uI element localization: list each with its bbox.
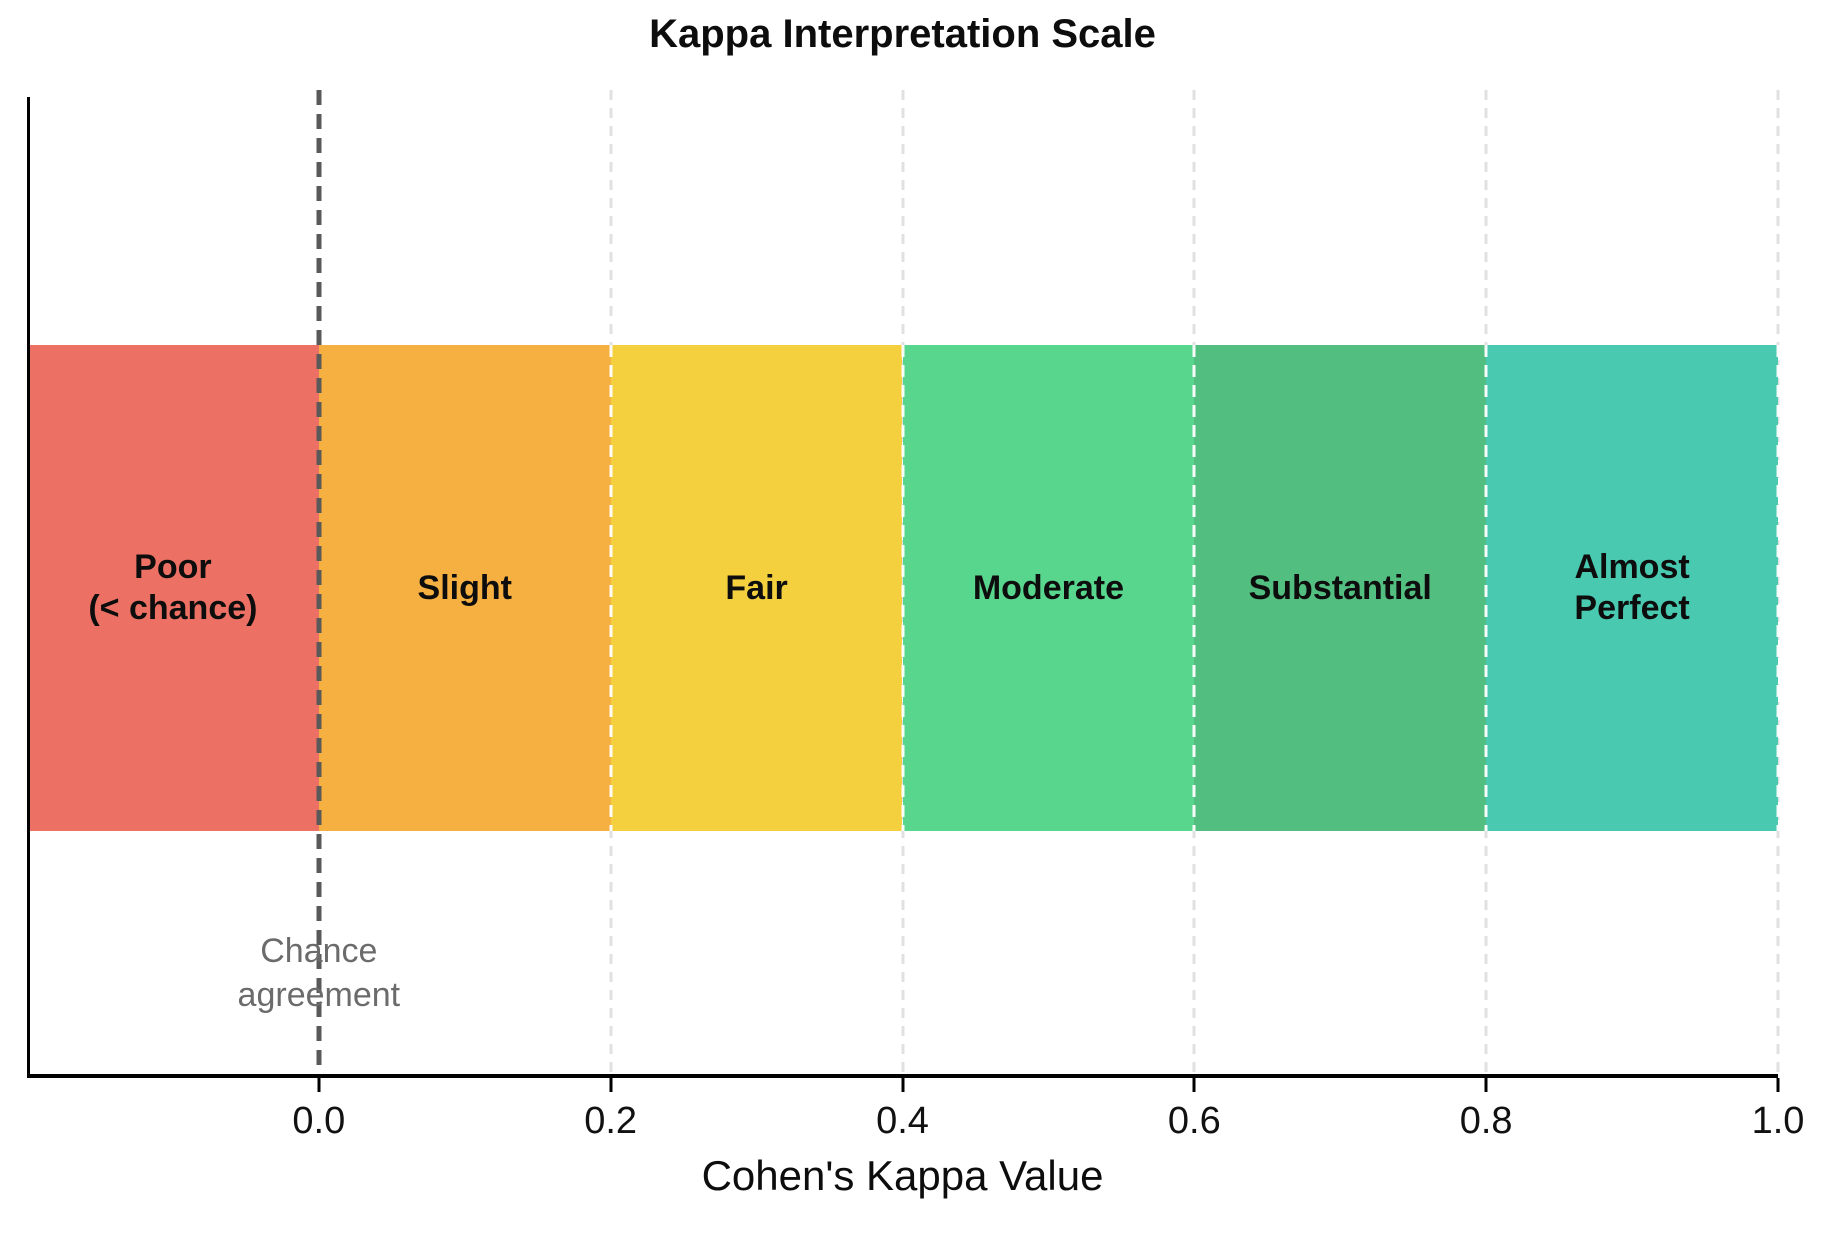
x-tick [1192,1078,1196,1092]
x-tick [1776,1078,1780,1092]
band-label: Almost Perfect [1574,548,1690,627]
x-tick [609,1078,613,1092]
x-tick-label: 0.0 [292,1100,346,1142]
x-tick [317,1078,321,1092]
band: Almost Perfect [1486,345,1778,831]
chance-line [316,90,322,1078]
band-separator [609,345,613,831]
band-label: Substantial [1248,568,1432,607]
x-tick-label: 1.0 [1751,1100,1805,1142]
x-axis-label: Cohen's Kappa Value [701,1152,1104,1199]
x-tick-label: 0.8 [1459,1100,1513,1142]
x-tick-label: 0.4 [876,1100,929,1142]
band: Moderate [902,345,1195,831]
band: Fair [610,345,903,831]
x-axis-spine [27,1074,1778,1078]
y-axis-spine [27,97,30,1078]
band-separator [1776,345,1780,831]
x-tick [1484,1078,1488,1092]
band-label: Moderate [972,568,1124,607]
band-separator [901,345,904,831]
x-tick-label: 0.6 [1167,1100,1221,1142]
band-separator [1192,345,1196,831]
chance-annotation: Chance agreement [237,932,401,1014]
band-label: Fair [725,568,788,607]
plot-area: Chance agreement Poor (< chance) Slight Fa… [27,90,1804,1142]
band: Poor (< chance) [27,345,319,831]
chart-title: Kappa Interpretation Scale [649,12,1156,56]
band-label: Poor (< chance) [88,548,258,627]
band-label: Slight [417,568,512,607]
x-tick [901,1078,904,1092]
band: Substantial [1194,345,1487,831]
band-separator [1484,345,1488,831]
band: Slight [318,345,611,831]
x-tick-label: 0.2 [584,1100,638,1142]
